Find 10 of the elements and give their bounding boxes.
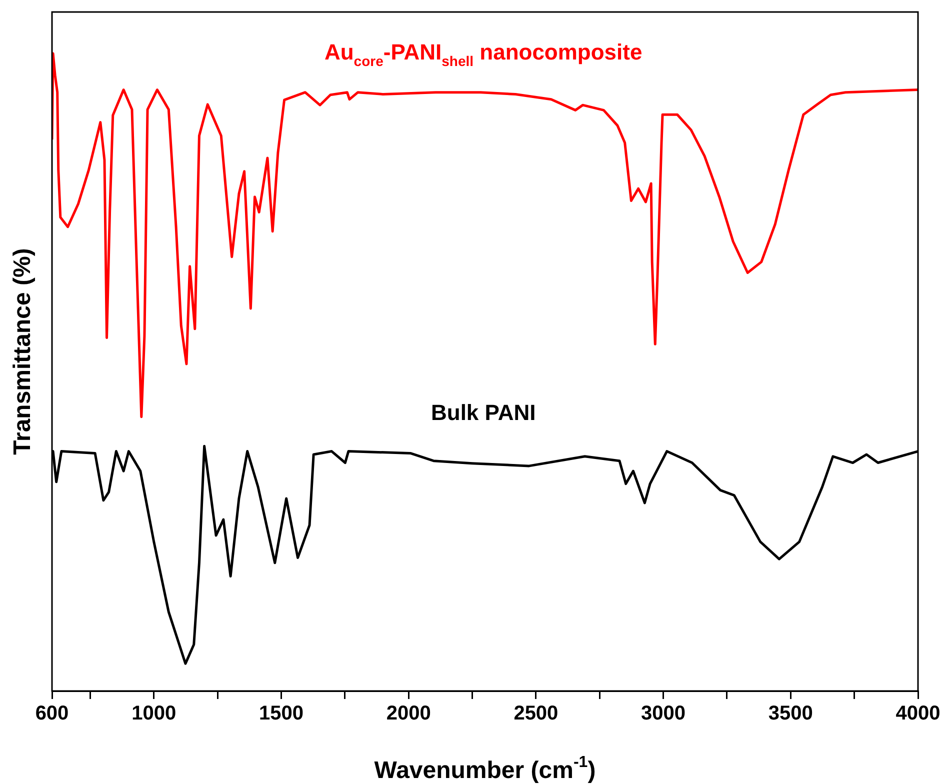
x-tick-label: 1000 <box>132 702 176 725</box>
x-tick-label: 2500 <box>514 702 558 725</box>
x-tick-label: 1500 <box>258 702 304 725</box>
x-tick-label: 4000 <box>896 702 940 725</box>
y-axis-title: Transmittance (%) <box>9 248 36 455</box>
x-tick-label: 3500 <box>768 702 813 725</box>
x-tick-label: 3000 <box>641 702 686 725</box>
series-label: Bulk PANI <box>430 400 536 426</box>
x-tick-label: 2000 <box>386 702 431 725</box>
x-tick-label: 600 <box>35 702 69 725</box>
